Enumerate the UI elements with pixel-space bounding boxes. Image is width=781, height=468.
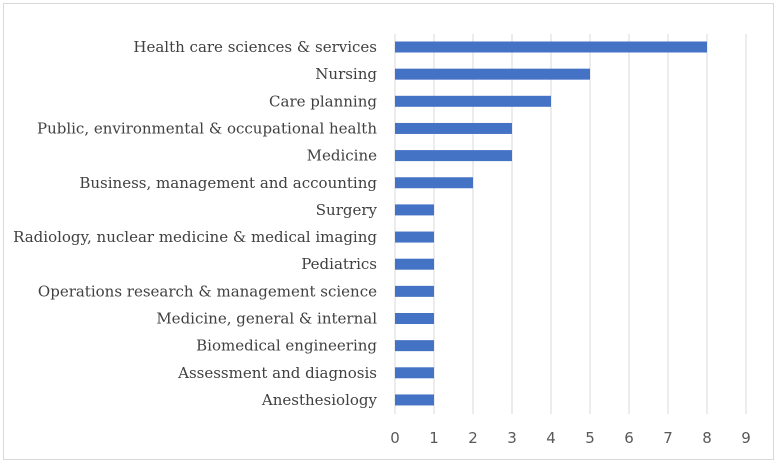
chart-frame: [3, 3, 774, 460]
x-tick-label: 3: [507, 429, 517, 447]
bar: [395, 285, 434, 297]
bar: [395, 367, 434, 379]
bar: [395, 394, 434, 406]
bar: [395, 231, 434, 243]
category-labels: Health care sciences & services Nursing Ca…: [13, 38, 377, 409]
category-label: Anesthesiology: [261, 391, 378, 409]
bar: [395, 95, 551, 107]
category-label: Biomedical engineering: [196, 337, 377, 355]
x-axis-tick-labels: 0 1 2 3 4 5 6 7 8 9: [390, 429, 751, 447]
category-label: Care planning: [269, 92, 377, 110]
category-label: Medicine, general & internal: [156, 310, 377, 328]
x-tick-label: 5: [585, 429, 595, 447]
bar: [395, 150, 512, 162]
bar: [395, 258, 434, 270]
x-tick-label: 9: [741, 429, 751, 447]
bar: [395, 68, 590, 80]
category-label: Pediatrics: [301, 255, 377, 273]
category-label: Health care sciences & services: [133, 38, 377, 56]
category-label: Operations research & management science: [38, 282, 377, 300]
category-label: Medicine: [307, 147, 377, 165]
x-tick-label: 4: [546, 429, 556, 447]
x-tick-label: 2: [468, 429, 478, 447]
x-tick-label: 0: [390, 429, 400, 447]
bar: [395, 340, 434, 352]
category-label: Nursing: [315, 65, 377, 83]
category-label: Surgery: [316, 201, 378, 219]
category-label: Radiology, nuclear medicine & medical im…: [13, 228, 377, 246]
x-tick-label: 6: [624, 429, 634, 447]
x-tick-label: 8: [702, 429, 712, 447]
bar: [395, 204, 434, 216]
bars: [395, 41, 707, 406]
x-tick-label: 7: [663, 429, 673, 447]
category-label: Business, management and accounting: [79, 174, 377, 192]
bar: [395, 122, 512, 134]
bar: [395, 313, 434, 324]
bar: [395, 41, 707, 53]
x-tick-label: 1: [429, 429, 439, 447]
gridlines: [394, 34, 747, 414]
category-label: Public, environmental & occupational hea…: [37, 119, 377, 137]
bar: [395, 177, 473, 189]
category-label: Assessment and diagnosis: [177, 364, 377, 382]
